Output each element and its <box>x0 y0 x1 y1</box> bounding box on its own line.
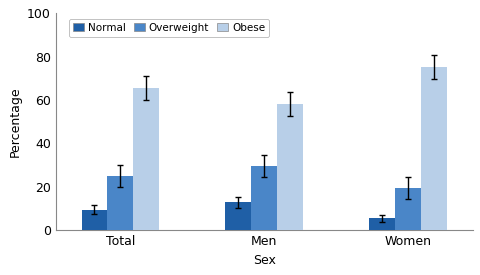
Bar <box>81 210 107 230</box>
Bar <box>394 188 420 230</box>
X-axis label: Sex: Sex <box>252 254 275 267</box>
Bar <box>107 176 133 230</box>
Bar <box>368 218 394 230</box>
Bar <box>133 88 159 230</box>
Bar <box>225 202 251 230</box>
Bar <box>420 67 446 230</box>
Bar <box>251 166 276 230</box>
Y-axis label: Percentage: Percentage <box>8 86 21 157</box>
Bar <box>276 104 302 230</box>
Legend: Normal, Overweight, Obese: Normal, Overweight, Obese <box>69 18 269 37</box>
